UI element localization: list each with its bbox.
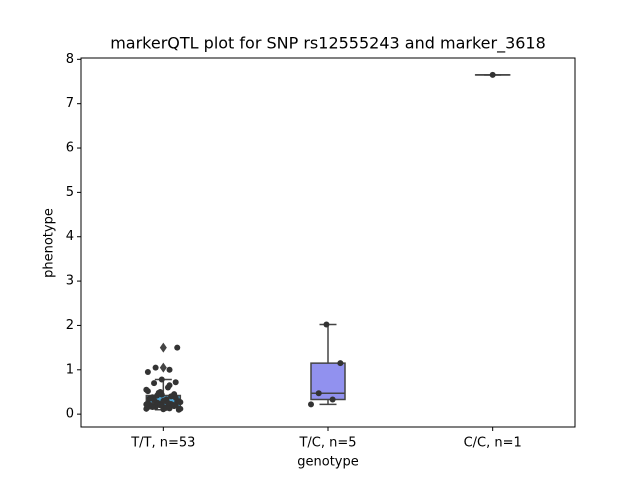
strip-point: [308, 401, 314, 408]
strip-point: [172, 394, 179, 401]
strip-point: [144, 369, 151, 376]
y-tick-label: 6: [66, 141, 74, 156]
strip-point: [151, 380, 158, 387]
strip-point: [158, 376, 165, 383]
y-tick-label: 3: [66, 274, 74, 289]
outlier: [159, 342, 167, 353]
strip-point: [489, 71, 496, 78]
y-tick-label: 1: [66, 362, 74, 377]
strip-point: [171, 403, 178, 410]
x-tick-label: T/C, n=5: [298, 436, 356, 451]
y-tick-label: 0: [66, 407, 74, 422]
strip-point: [143, 401, 150, 408]
y-tick-label: 2: [66, 318, 74, 333]
strip-point: [315, 390, 322, 397]
y-tick-label: 8: [66, 52, 74, 67]
x-tick-label: T/T, n=53: [130, 436, 195, 451]
strip-point: [151, 396, 158, 403]
y-axis-label: phenotype: [42, 208, 57, 278]
strip-point: [177, 405, 184, 412]
strip-point: [166, 366, 173, 373]
strip-point: [157, 402, 164, 409]
strip-point: [144, 388, 151, 395]
outlier: [159, 362, 167, 373]
strip-point: [337, 360, 344, 367]
x-tick-label: C/C, n=1: [464, 436, 522, 451]
strip-point: [172, 379, 179, 386]
y-tick-label: 7: [66, 96, 74, 111]
strip-point: [174, 344, 181, 351]
chart-title: markerQTL plot for SNP rs12555243 and ma…: [110, 34, 546, 54]
strip-point: [166, 382, 173, 389]
x-axis-label: genotype: [297, 455, 358, 470]
strip-point: [158, 391, 165, 398]
strip-point: [149, 404, 156, 411]
y-tick-label: 4: [66, 229, 74, 244]
y-tick-label: 5: [66, 185, 74, 200]
strip-point: [163, 404, 170, 411]
strip-point: [152, 364, 159, 371]
strip-point: [329, 396, 336, 403]
strip-point: [323, 321, 330, 328]
strip-point: [164, 400, 171, 407]
